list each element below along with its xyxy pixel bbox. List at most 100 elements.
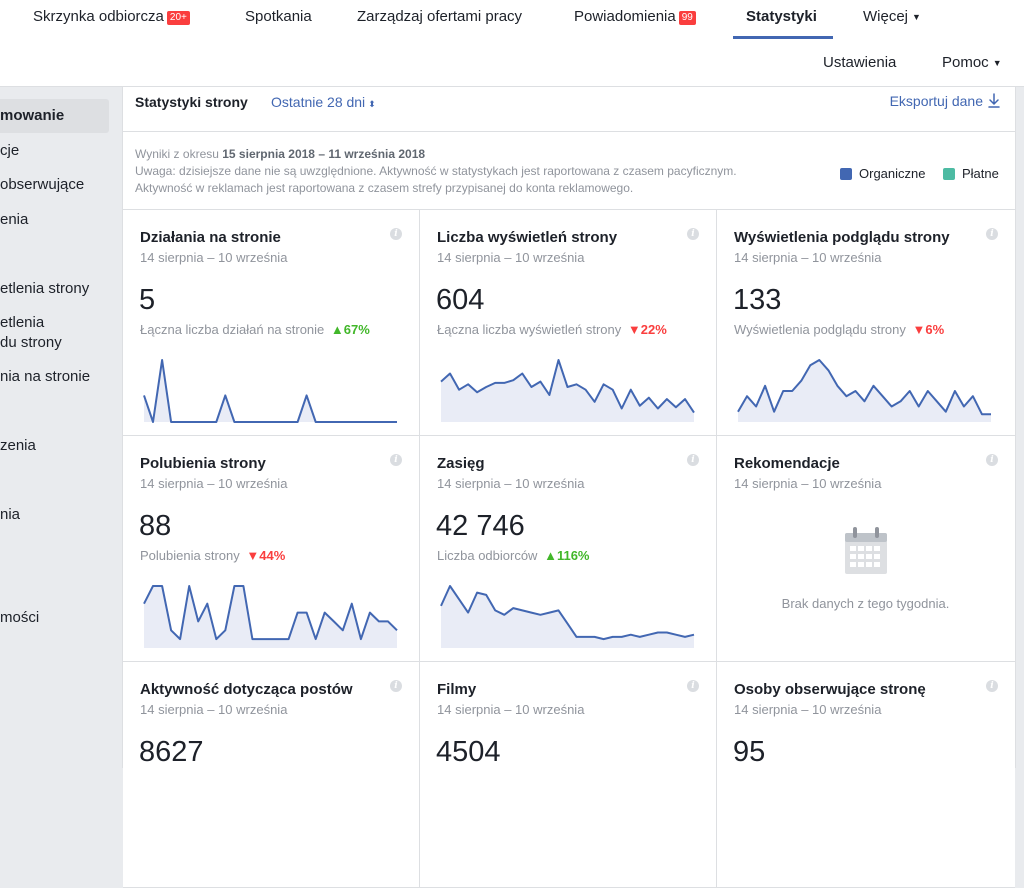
sparkline: [440, 359, 695, 422]
sidebar-item-promotions[interactable]: cje: [0, 141, 19, 161]
card-subtitle: Wyświetlenia podglądu strony ▼6%: [734, 322, 944, 337]
sparkline-line: [143, 359, 397, 423]
card-videos[interactable]: Filmy 14 sierpnia – 10 września i 4504: [420, 662, 717, 888]
info-icon[interactable]: i: [687, 228, 699, 240]
sidebar-item-label-line2: du strony: [0, 334, 62, 351]
card-sub-label: Wyświetlenia podglądu strony: [734, 322, 906, 337]
sidebar-item-likes[interactable]: enia: [0, 210, 28, 230]
tab-inbox-label: Skrzynka odbiorcza: [33, 8, 164, 25]
organic-swatch: [840, 168, 852, 180]
card-value: 88: [139, 510, 172, 542]
download-icon: [988, 93, 1000, 108]
help-menu[interactable]: Pomoc ▼: [942, 52, 1002, 74]
card-sub-label: Łączna liczba wyświetleń strony: [437, 322, 622, 337]
tab-inbox[interactable]: Skrzynka odbiorcza 20+: [33, 0, 190, 38]
legend-organic: Organiczne: [840, 166, 925, 181]
card-value: 4504: [436, 736, 501, 768]
panel-header: Statystyki strony Ostatnie 28 dni ⬍ Ekspo…: [123, 87, 1015, 132]
card-subtitle: Łączna liczba działań na stronie ▲67%: [140, 322, 370, 337]
delta-value: 116%: [556, 548, 590, 563]
help-label: Pomoc: [942, 54, 989, 71]
card-page-previews[interactable]: Wyświetlenia podglądu strony 14 sierpnia…: [717, 210, 1015, 436]
sidebar-item-label: enia: [0, 211, 29, 228]
inbox-badge: 20+: [166, 11, 190, 25]
sidebar-item-label: mości: [0, 609, 40, 626]
period-selector[interactable]: Ostatnie 28 dni ⬍: [271, 94, 376, 110]
sparkline-area: [441, 360, 694, 422]
card-title: Aktywność dotycząca postów: [140, 681, 353, 698]
sparkline-area: [144, 360, 397, 422]
notifications-badge: 99: [678, 11, 696, 25]
card-page-followers[interactable]: Osoby obserwujące stronę 14 sierpnia – 1…: [717, 662, 1015, 888]
sparkline-area: [738, 360, 991, 422]
sidebar-item-videos[interactable]: nia: [0, 505, 20, 525]
sidebar-item-label: zenia: [0, 437, 36, 454]
card-date: 14 sierpnia – 10 września: [140, 702, 288, 717]
tab-notifications[interactable]: Powiadomienia 99: [574, 0, 696, 38]
caret-down-icon: ▼: [992, 58, 1002, 68]
calendar-icon: [845, 527, 887, 574]
period-notice: Wyniki z okresu 15 sierpnia 2018 – 11 wr…: [135, 146, 835, 197]
card-date: 14 sierpnia – 10 września: [140, 250, 288, 265]
card-page-views[interactable]: Liczba wyświetleń strony 14 sierpnia – 1…: [420, 210, 717, 436]
card-reach[interactable]: Zasięg 14 sierpnia – 10 września i 42 74…: [420, 436, 717, 662]
sidebar-item-overview[interactable]: mowanie: [0, 99, 109, 133]
card-subtitle: Liczba odbiorców ▲116%: [437, 548, 590, 563]
card-date: 14 sierpnia – 10 września: [734, 250, 882, 265]
tab-insights[interactable]: Statystyki: [746, 0, 817, 38]
tab-more[interactable]: Więcej ▼: [863, 0, 921, 38]
card-date: 14 sierpnia – 10 września: [734, 476, 882, 491]
card-page-likes[interactable]: Polubienia strony 14 sierpnia – 10 wrześ…: [123, 436, 420, 662]
export-label: Eksportuj dane: [889, 93, 983, 109]
export-data-link[interactable]: Eksportuj dane: [890, 93, 1001, 109]
sidebar-item-label: cje: [0, 142, 20, 159]
sparkline: [143, 359, 397, 423]
sidebar-item-page-previews[interactable]: etlenia du strony: [0, 313, 62, 353]
delta-value: 44%: [259, 548, 286, 563]
sparkline-line: [440, 585, 695, 641]
card-title: Zasięg: [437, 455, 485, 472]
info-icon[interactable]: i: [986, 454, 998, 466]
paid-swatch: [943, 168, 955, 180]
card-date: 14 sierpnia – 10 września: [437, 250, 585, 265]
tab-insights-label: Statystyki: [746, 8, 817, 25]
sidebar-item-followers[interactable]: obserwujące: [0, 175, 84, 195]
delta-value: 67%: [343, 322, 370, 337]
tab-jobs-label: Zarządzaj ofertami pracy: [357, 8, 523, 25]
card-value: 604: [436, 284, 485, 316]
sidebar-item-label: nia: [0, 506, 21, 523]
info-icon[interactable]: i: [390, 680, 402, 692]
info-icon[interactable]: i: [986, 228, 998, 240]
info-icon[interactable]: i: [986, 680, 998, 692]
sidebar-item-page-views[interactable]: etlenia strony: [0, 279, 89, 299]
card-title: Liczba wyświetleń strony: [437, 229, 618, 246]
tab-meetings[interactable]: Spotkania: [245, 0, 312, 38]
info-icon[interactable]: i: [390, 228, 402, 240]
info-icon[interactable]: i: [687, 454, 699, 466]
sparkline: [440, 585, 695, 648]
notice-line-3: Aktywność w reklamach jest raportowana z…: [135, 181, 634, 195]
sidebar-item-label: obserwujące: [0, 176, 85, 193]
legend-paid-label: Płatne: [962, 166, 999, 181]
tab-jobs[interactable]: Zarządzaj ofertami pracy: [357, 0, 522, 38]
tab-meetings-label: Spotkania: [245, 8, 312, 25]
card-page-actions[interactable]: Działania na stronie 14 sierpnia – 10 wr…: [123, 210, 420, 436]
info-icon[interactable]: i: [390, 454, 402, 466]
sparkline-line: [440, 359, 695, 414]
card-date: 14 sierpnia – 10 września: [437, 702, 585, 717]
card-recommendations[interactable]: Rekomendacje 14 sierpnia – 10 września i…: [717, 436, 1015, 662]
card-title: Polubienia strony: [140, 455, 266, 472]
sidebar-item-messages[interactable]: mości: [0, 608, 39, 628]
sidebar-item-page-actions[interactable]: nia na stronie: [0, 367, 90, 387]
info-icon[interactable]: i: [687, 680, 699, 692]
sparkline: [143, 585, 398, 648]
card-subtitle: Polubienia strony ▼44%: [140, 548, 285, 563]
notice-line-2: Uwaga: dzisiejsze dane nie są uwzględnio…: [135, 164, 737, 178]
sidebar-item-posts[interactable]: zenia: [0, 436, 36, 456]
sidebar-item-label: etlenia: [0, 314, 45, 331]
card-title: Filmy: [437, 681, 477, 698]
card-post-engagement[interactable]: Aktywność dotycząca postów 14 sierpnia –…: [123, 662, 420, 888]
sidebar-item-label: nia na stronie: [0, 368, 91, 385]
settings-link[interactable]: Ustawienia: [823, 54, 897, 71]
card-sub-label: Liczba odbiorców: [437, 548, 538, 563]
